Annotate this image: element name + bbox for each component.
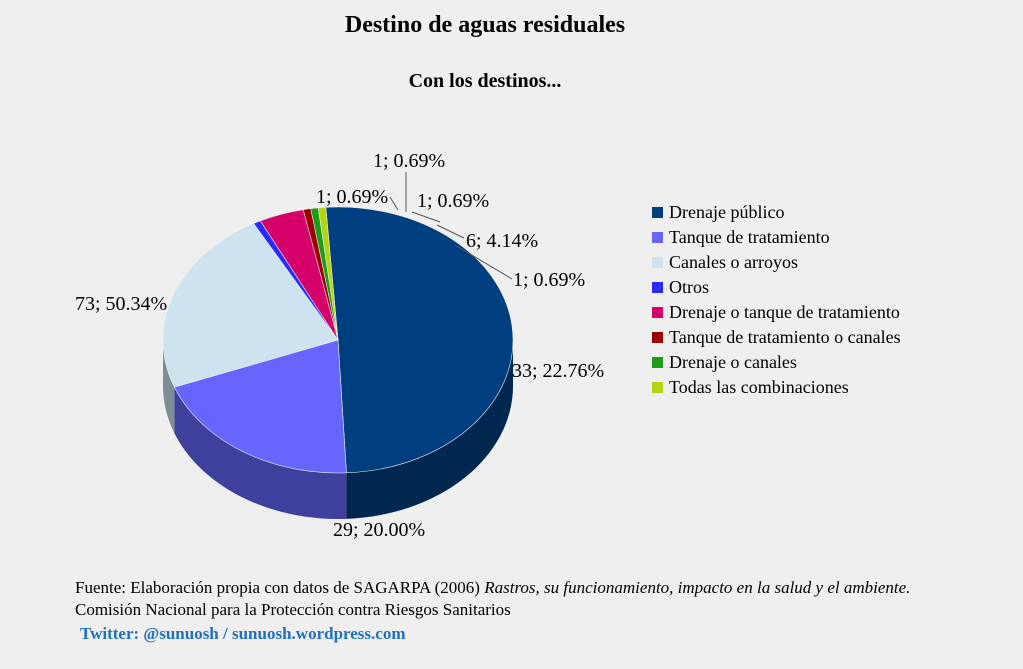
legend-item-todas-las-combinaciones: Todas las combinaciones (652, 375, 901, 400)
pie-sides (163, 340, 513, 519)
legend-label: Tanque de tratamiento o canales (669, 327, 901, 347)
legend-swatch (652, 282, 663, 293)
pie-slice-canales-o-arroyos (162, 223, 339, 388)
legend-label: Drenaje o tanque de tratamiento (669, 302, 900, 322)
leader-line-tanque-de-tratamiento-o-canales (411, 211, 441, 223)
legend-label: Tanque de tratamiento (669, 227, 830, 247)
chart-title: Destino de aguas residuales (344, 12, 626, 38)
chart-legend: Drenaje público Tanque de tratamiento Cana… (652, 200, 901, 400)
legend-swatch (652, 307, 663, 318)
legend-swatch (652, 257, 663, 268)
pie-slices (162, 206, 514, 474)
legend-item-drenaje-o-tanque-de-tratamiento: Drenaje o tanque de tratamiento (652, 300, 901, 325)
pie-slice-todas-las-combinaciones (317, 207, 339, 341)
legend-label: Drenaje o canales (669, 352, 797, 372)
source-note: Fuente: Elaboración propia con datos de … (75, 577, 910, 621)
legend-item-drenaje-publico: Drenaje público (652, 200, 901, 225)
data-label-drenaje-publico: 73; 50.34% (75, 293, 167, 315)
legend-item-otros: Otros (652, 275, 901, 300)
legend-label: Canales o arroyos (669, 252, 798, 272)
data-label-otros: 1; 0.69% (513, 269, 585, 291)
legend-label: Todas las combinaciones (669, 377, 849, 397)
pie-side-drenaje-publico (346, 340, 513, 519)
legend-swatch (652, 232, 663, 243)
pie-slice-drenaje-publico (325, 206, 514, 474)
legend-swatch (652, 357, 663, 368)
legend-label: Drenaje público (669, 202, 785, 222)
leader-line-otros (454, 244, 513, 280)
data-label-drenaje-o-canales: 1; 0.69% (373, 150, 445, 172)
data-labels: 73; 50.34% 29; 20.00% 33; 22.76% 1; 0.69% 6;… (75, 150, 604, 541)
legend-item-canales-o-arroyos: Canales o arroyos (652, 250, 901, 275)
legend-item-tanque-de-tratamiento: Tanque de tratamiento (652, 225, 901, 250)
source-title: Rastros, su funcionamiento, impacto en l… (484, 578, 911, 597)
pie-side-tanque-de-tratamiento (174, 387, 347, 519)
credit-link[interactable]: Twitter: @sunuosh / sunuosh.wordpress.co… (80, 624, 406, 643)
chart-subtitle: Con los destinos... (408, 70, 562, 92)
legend-swatch (652, 332, 663, 343)
leader-line-drenaje-o-tanque-de-tratamiento (436, 224, 465, 239)
data-label-canales-o-arroyos: 33; 22.76% (512, 360, 604, 382)
legend-item-drenaje-o-canales: Drenaje o canales (652, 350, 901, 375)
source-institution: Comisión Nacional para la Protección con… (75, 600, 511, 619)
legend-swatch (652, 382, 663, 393)
legend-item-tanque-de-tratamiento-o-canales: Tanque de tratamiento o canales (652, 325, 901, 350)
legend-label: Otros (669, 277, 709, 297)
data-label-tanque-de-tratamiento: 29; 20.00% (333, 519, 425, 541)
data-label-drenaje-o-tanque-de-tratamiento: 6; 4.14% (466, 230, 538, 252)
data-label-tanque-de-tratamiento-o-canales: 1; 0.69% (417, 190, 489, 212)
legend-swatch (652, 207, 663, 218)
leader-line-todas-las-combinaciones (389, 196, 399, 211)
pie-side-canales-o-arroyos (163, 340, 175, 434)
pie-slice-tanque-de-tratamiento (173, 339, 347, 474)
source-prefix: Fuente: Elaboración propia con datos de … (75, 578, 480, 597)
data-label-todas-las-combinaciones: 1; 0.69% (316, 186, 388, 208)
